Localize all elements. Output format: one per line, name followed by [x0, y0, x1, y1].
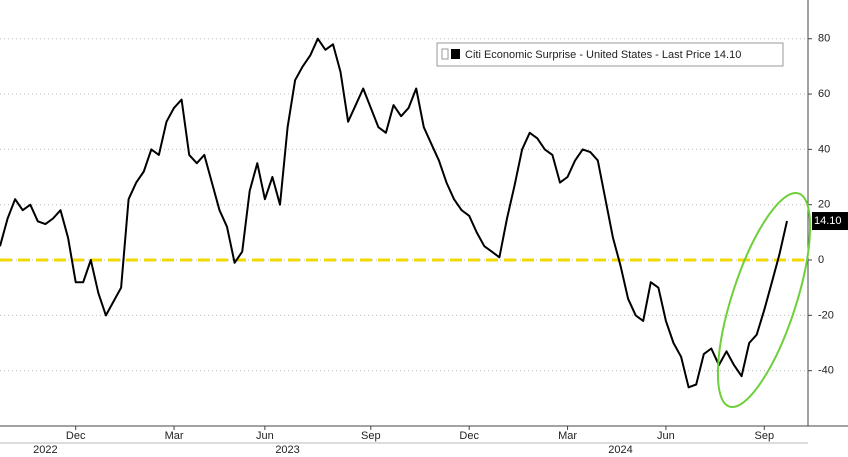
y-tick-label: 20 — [818, 199, 830, 211]
y-tick-label: 80 — [818, 33, 830, 45]
x-tick-label: Mar — [165, 430, 184, 442]
y-tick-label: 40 — [818, 143, 830, 155]
legend: Citi Economic Surprise - United States -… — [436, 42, 784, 67]
x-tick-label: Jun — [657, 430, 675, 442]
legend-label: Citi Economic Surprise - United States -… — [465, 49, 741, 61]
x-year-label: 2023 — [275, 444, 299, 456]
x-year-label: 2022 — [33, 444, 57, 456]
x-tick-label: Jun — [256, 430, 274, 442]
line-series — [0, 37, 788, 389]
x-year-label: 2024 — [608, 444, 632, 456]
last-price-box — [812, 212, 848, 231]
plot-area — [0, 37, 808, 389]
x-tick-label: Mar — [558, 430, 577, 442]
legend-swatch — [451, 49, 460, 59]
legend-box — [436, 42, 784, 67]
y-tick-label: -40 — [818, 365, 834, 377]
last-price-label: 14.10 — [814, 215, 842, 227]
x-tick-label: Sep — [361, 430, 381, 442]
x-tick-label: Dec — [459, 430, 479, 442]
y-tick-label: 60 — [818, 88, 830, 100]
legend-icon — [441, 48, 449, 60]
y-tick-label: 0 — [818, 254, 824, 266]
y-tick-label: -20 — [818, 309, 834, 321]
x-tick-label: Dec — [66, 430, 86, 442]
highlight-ellipse — [716, 192, 812, 408]
x-tick-label: Sep — [755, 430, 775, 442]
